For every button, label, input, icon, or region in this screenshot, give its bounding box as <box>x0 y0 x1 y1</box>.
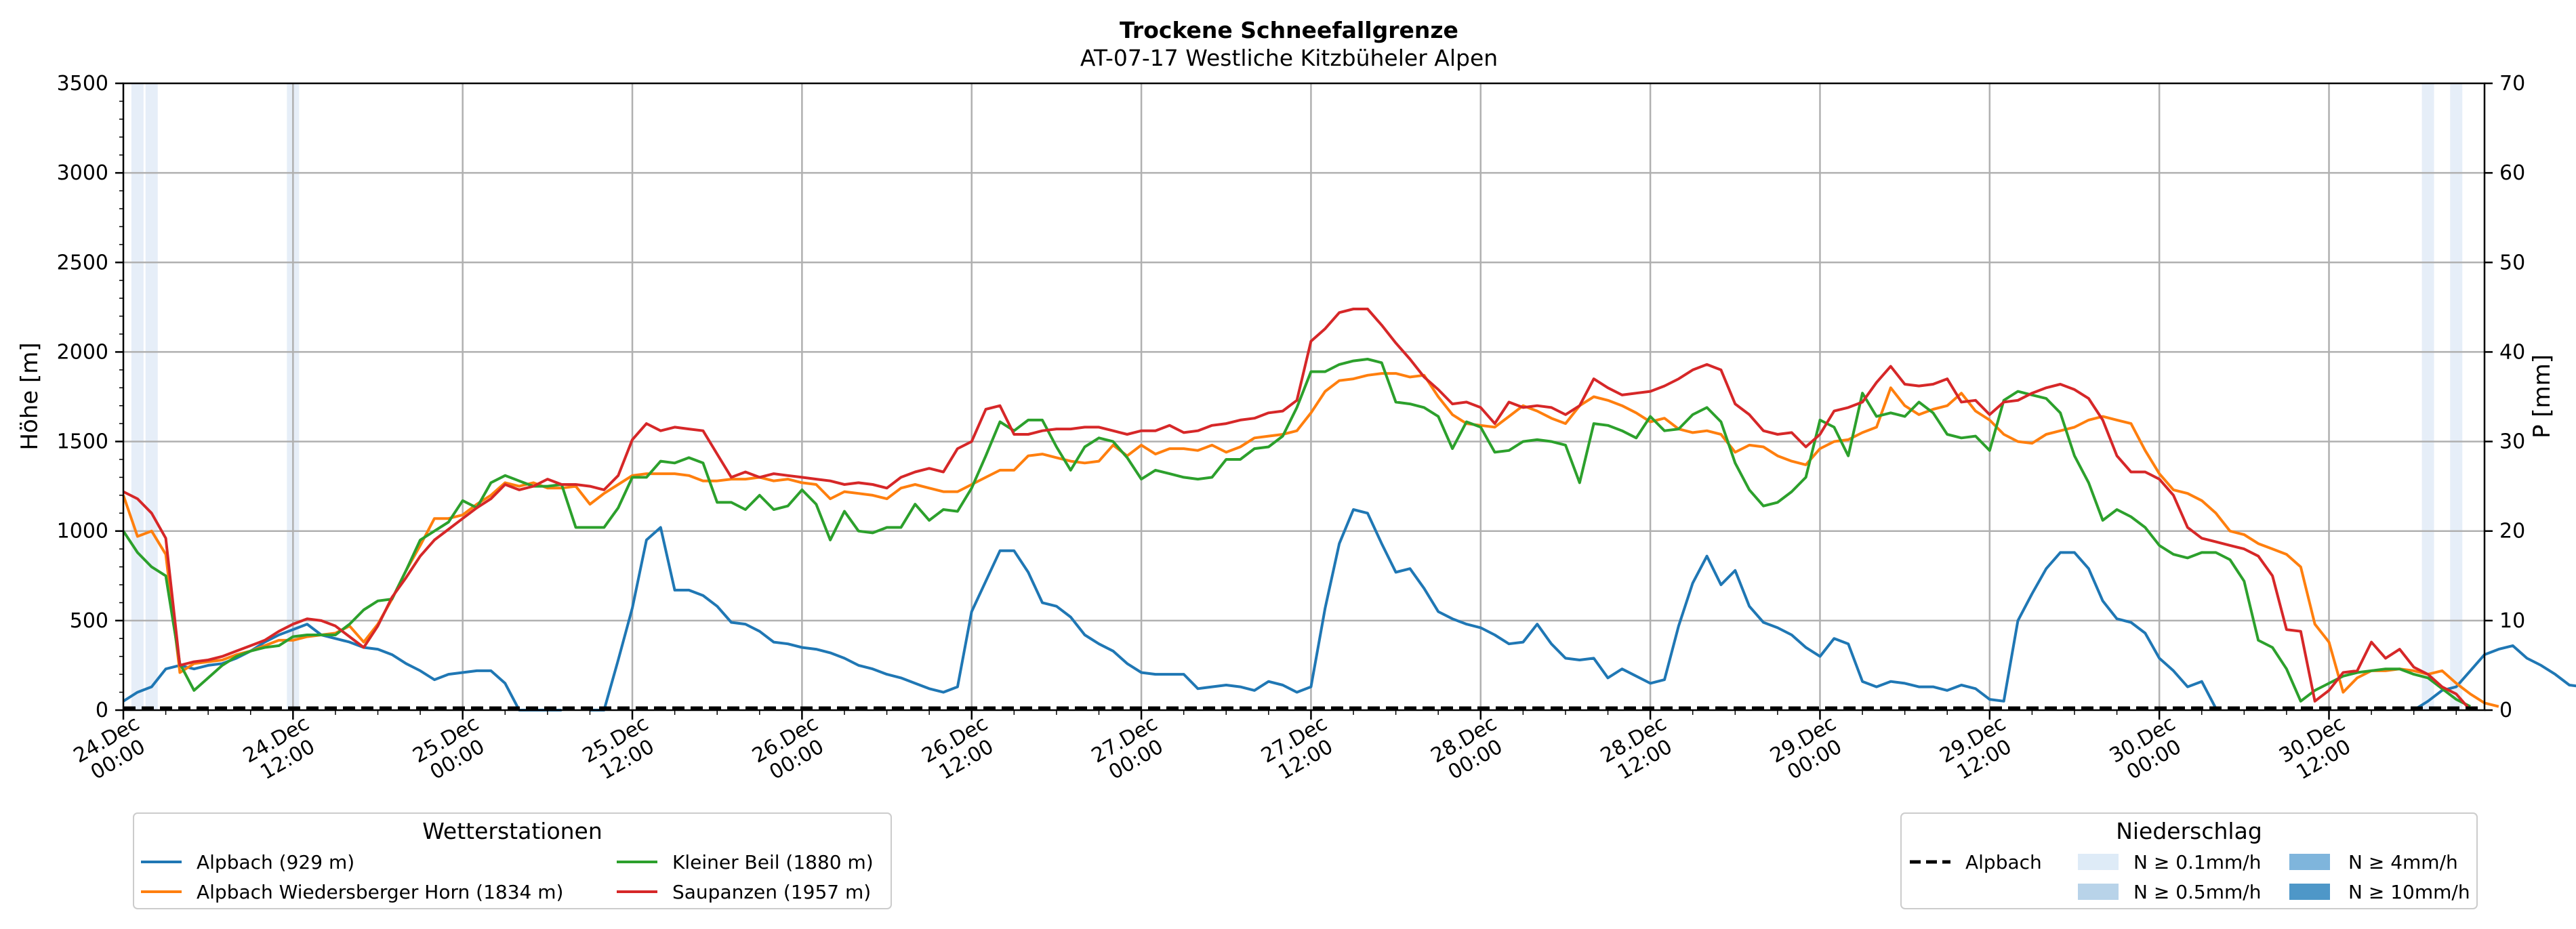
precip-band-1 <box>145 83 158 710</box>
legend-swatch-n01 <box>2078 854 2119 870</box>
legend-label-n01: N ≥ 0.1mm/h <box>2133 851 2261 873</box>
y-right-tick-label-5: 50 <box>2499 251 2525 274</box>
y-right-tick-label-4: 40 <box>2499 340 2525 364</box>
precipitation-bands <box>131 83 2463 710</box>
precip-band-3 <box>2421 83 2434 710</box>
legend-label-n05: N ≥ 0.5mm/h <box>2133 881 2261 903</box>
chart-subtitle: AT-07-17 Westliche Kitzbüheler Alpen <box>1080 45 1498 71</box>
y-right-tick-label-2: 20 <box>2499 520 2525 543</box>
y-right-tick-label-7: 70 <box>2499 72 2525 96</box>
series-line-1 <box>122 372 2499 708</box>
legend-swatch-n10 <box>2289 884 2330 900</box>
y-right-tick-label-0: 0 <box>2499 699 2512 722</box>
precip-band-0 <box>131 83 144 710</box>
legend-swatch-n4 <box>2289 854 2330 870</box>
y-axis-right: 0 10 20 30 40 50 60 70 <box>2485 72 2525 722</box>
y-tick-label-3: 1500 <box>57 430 108 454</box>
legend-label-alpbach: Alpbach (929 m) <box>197 851 354 873</box>
grid <box>123 83 2485 710</box>
y-tick-label-1: 500 <box>70 609 108 633</box>
series-line-0 <box>122 508 2576 711</box>
y-tick-label-0: 0 <box>96 699 108 722</box>
legend-stations: Wetterstationen Alpbach (929 m) Alpbach … <box>133 812 892 909</box>
y-tick-label-7: 3500 <box>57 72 108 96</box>
series-lines <box>122 308 2576 711</box>
legend-swatch-n05 <box>2078 884 2119 900</box>
legend-label-kleiner-beil: Kleiner Beil (1880 m) <box>672 851 874 873</box>
series-line-2 <box>122 358 2472 708</box>
legend-label-n4: N ≥ 4mm/h <box>2348 851 2458 873</box>
plot-frame <box>122 82 2486 711</box>
legend-label-alpbach-precip: Alpbach <box>1965 851 2042 873</box>
y-tick-label-2: 1000 <box>57 520 108 543</box>
y-right-tick-label-6: 60 <box>2499 161 2525 185</box>
chart-title: Trockene Schneefallgrenze <box>1120 17 1458 43</box>
y-tick-label-4: 2000 <box>57 340 108 364</box>
legend-label-n10: N ≥ 10mm/h <box>2348 881 2470 903</box>
legend-precip: Niederschlag Alpbach N ≥ 0.1mm/h N ≥ 0.5… <box>1900 812 2478 909</box>
y-tick-label-6: 3000 <box>57 161 108 185</box>
y-right-tick-label-1: 10 <box>2499 609 2525 633</box>
y-axis-right-label: P [mm] <box>2529 354 2556 438</box>
y-right-tick-label-3: 30 <box>2499 430 2525 454</box>
legend-stations-title: Wetterstationen <box>422 818 602 844</box>
legend-precip-title: Niederschlag <box>2116 818 2262 844</box>
precip-band-4 <box>2450 83 2463 710</box>
legend-label-saupanzen: Saupanzen (1957 m) <box>672 881 871 903</box>
legend-label-wiedersberger: Alpbach Wiedersberger Horn (1834 m) <box>197 881 563 903</box>
y-tick-label-5: 2500 <box>57 251 108 274</box>
series-line-3 <box>123 308 2472 711</box>
y-axis-label: Höhe [m] <box>16 342 43 450</box>
y-axis-left: 0 500 1000 1500 2000 2500 3000 3500 <box>57 72 123 722</box>
